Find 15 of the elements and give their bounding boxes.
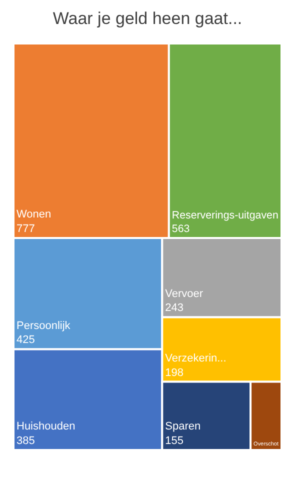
data-label: 563 (172, 223, 190, 236)
category-label: Wonen (16, 208, 52, 221)
data-label: 243 (165, 302, 184, 314)
category-label: Sparen (165, 420, 201, 433)
data-label: 198 (165, 366, 184, 379)
data-label: 155 (165, 435, 184, 447)
data-label: 425 (16, 334, 35, 346)
category-label: Persoonlijk (16, 320, 71, 332)
category-label: Reserverings-uitgaven (172, 209, 278, 222)
data-label: 777 (16, 223, 35, 236)
category-label: Vervoer (165, 288, 204, 300)
data-label: 385 (16, 435, 35, 447)
category-label: Huishouden (16, 420, 76, 433)
text: Waar je geld heen gaat... (52, 8, 242, 28)
category-label: Verzekerin... (165, 352, 226, 364)
